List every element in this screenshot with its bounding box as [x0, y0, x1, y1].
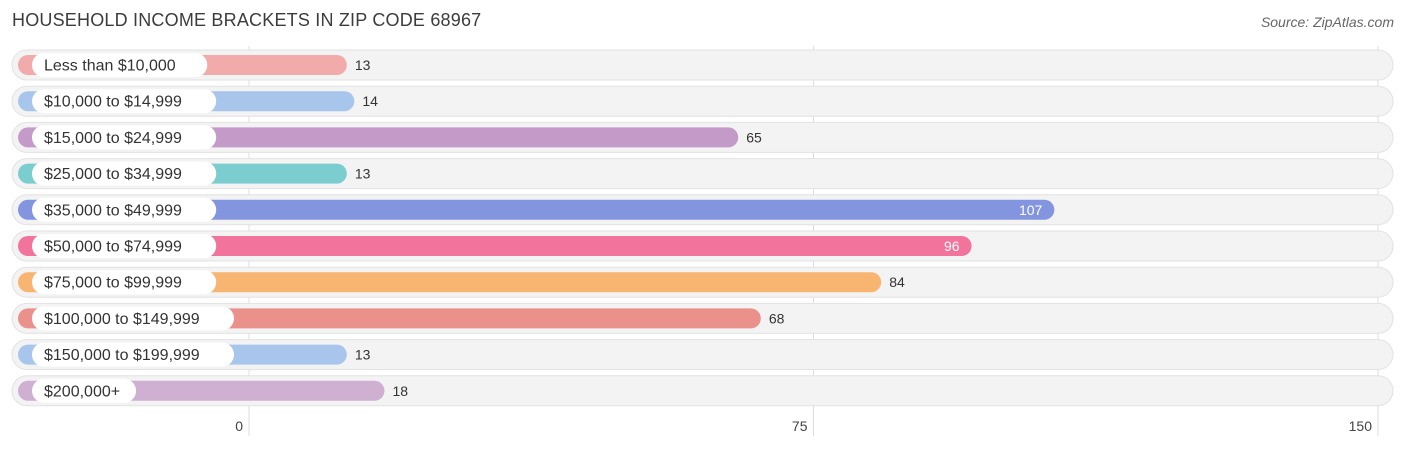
x-tick-label: 150 — [1349, 418, 1373, 434]
value-label: 14 — [362, 93, 378, 109]
value-label: 13 — [355, 347, 371, 363]
bar-track — [11, 339, 1394, 371]
category-pill — [32, 270, 217, 295]
bar-row: $25,000 to $34,999 13 — [11, 158, 1394, 190]
category-pill — [32, 306, 234, 331]
value-label: 68 — [769, 310, 785, 326]
bar-row: $10,000 to $14,999 14 — [11, 85, 1394, 117]
value-label: 84 — [889, 274, 905, 290]
category-pill — [32, 161, 217, 186]
bar — [18, 236, 972, 256]
category-label: $25,000 to $34,999 — [44, 166, 182, 183]
category-pill — [32, 125, 217, 150]
chart-title: HOUSEHOLD INCOME BRACKETS IN ZIP CODE 68… — [12, 10, 482, 30]
bar-row: $50,000 to $74,999 96 — [11, 230, 1394, 262]
category-pill — [32, 197, 217, 222]
category-pill — [32, 234, 217, 258]
bar-row: $200,000+ 18 — [11, 375, 1394, 407]
category-label: $15,000 to $24,999 — [44, 130, 182, 147]
bar — [18, 199, 1055, 220]
category-label: $100,000 to $149,999 — [44, 311, 200, 328]
value-label: 107 — [1019, 202, 1043, 218]
bar-track — [11, 85, 1394, 117]
bar-row: $150,000 to $199,999 13 — [11, 339, 1394, 371]
category-pill — [32, 89, 217, 114]
category-label: Less than $10,000 — [44, 58, 176, 75]
category-label: $75,000 to $99,999 — [44, 275, 182, 292]
source-credit: Source: ZipAtlas.com — [1260, 14, 1394, 30]
value-label: 65 — [746, 129, 762, 145]
value-label: 96 — [944, 238, 960, 254]
category-label: $10,000 to $14,999 — [44, 94, 182, 111]
category-label: $150,000 to $199,999 — [44, 347, 200, 364]
bar-row: $75,000 to $99,999 84 — [11, 266, 1394, 298]
value-label: 13 — [355, 57, 371, 73]
bar-track — [11, 158, 1394, 190]
x-tick-label: 0 — [235, 418, 243, 434]
category-label: $200,000+ — [44, 383, 120, 400]
bar — [18, 272, 882, 293]
category-pill — [32, 342, 234, 367]
bar-row: Less than $10,000 13 — [11, 49, 1394, 81]
value-label: 13 — [355, 166, 371, 182]
value-label: 18 — [392, 383, 408, 399]
category-label: $50,000 to $74,999 — [44, 239, 182, 256]
bar-row: $35,000 to $49,999 107 — [11, 194, 1394, 226]
category-pill — [32, 53, 208, 77]
category-pill — [32, 378, 137, 403]
bar-row: $100,000 to $149,999 68 — [11, 302, 1394, 334]
category-label: $35,000 to $49,999 — [44, 202, 182, 219]
bar-track — [11, 49, 1394, 81]
x-tick-label: 75 — [792, 418, 808, 434]
bar-row: $15,000 to $24,999 65 — [11, 121, 1394, 153]
